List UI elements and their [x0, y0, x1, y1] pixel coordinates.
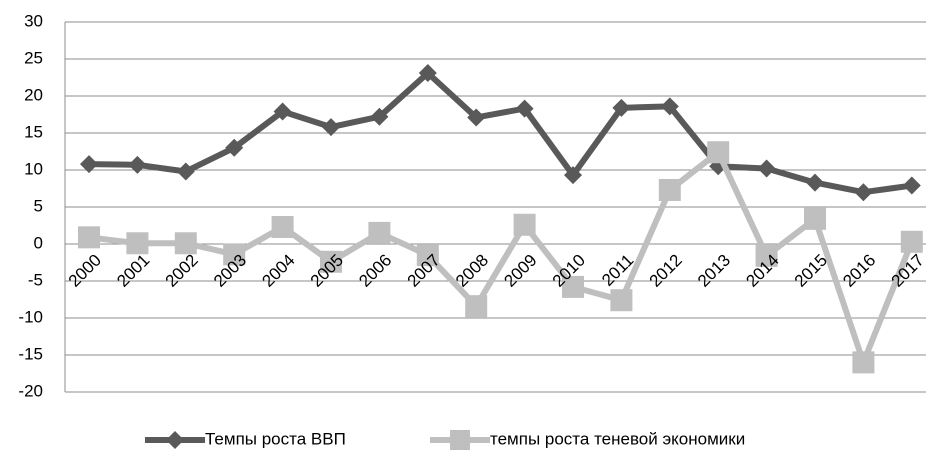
marker — [368, 221, 391, 244]
marker — [78, 226, 100, 249]
y-tick-label: 10 — [24, 159, 43, 178]
y-tick-label: 20 — [24, 85, 43, 104]
y-tick-label: -5 — [28, 270, 43, 289]
marker — [902, 176, 921, 195]
legend-marker — [450, 430, 470, 450]
series-line — [88, 70, 913, 196]
marker — [852, 351, 875, 374]
legend-label: темпы роста теневой экономики — [490, 429, 745, 448]
y-tick-label: -20 — [18, 381, 43, 400]
marker — [610, 289, 633, 312]
legend-marker — [166, 431, 184, 449]
series-line — [88, 149, 915, 366]
y-tick-label: 30 — [24, 11, 43, 30]
marker — [225, 138, 244, 157]
marker — [707, 141, 730, 164]
marker — [757, 159, 776, 178]
marker — [854, 183, 873, 202]
y-tick-label: 15 — [24, 122, 43, 141]
plot — [78, 64, 923, 374]
marker — [465, 295, 488, 318]
x-tick-label: 2002 — [162, 251, 202, 291]
marker — [370, 107, 389, 126]
marker — [416, 244, 439, 267]
marker — [467, 108, 486, 127]
marker — [660, 97, 679, 116]
marker — [513, 213, 536, 236]
x-tick-label: 2016 — [839, 251, 879, 291]
marker — [806, 173, 824, 192]
y-tick-label: 0 — [34, 233, 43, 252]
x-tick-label: 2006 — [355, 251, 395, 291]
x-tick-label: 2001 — [113, 251, 153, 291]
x-tick-label: 2017 — [888, 251, 928, 291]
x-tick-label: 2000 — [65, 251, 105, 291]
marker — [755, 244, 778, 267]
marker — [562, 275, 584, 298]
marker — [322, 118, 340, 137]
y-tick-label: -10 — [18, 307, 43, 326]
x-tick-label: 2004 — [258, 251, 298, 291]
y-tick-label: 25 — [24, 48, 43, 67]
marker — [174, 232, 197, 255]
x-tick-label: 2012 — [646, 251, 686, 291]
marker — [271, 215, 294, 238]
x-tick-label: 2013 — [694, 251, 734, 291]
marker — [273, 102, 292, 121]
marker — [564, 166, 582, 185]
marker — [612, 98, 631, 117]
marker — [900, 230, 923, 253]
marker — [658, 178, 681, 201]
marker — [804, 207, 826, 230]
y-tick-label: -15 — [18, 344, 43, 363]
marker — [128, 155, 147, 174]
marker — [176, 162, 195, 181]
legend-label: Темпы роста ВВП — [205, 429, 346, 448]
y-tick-label: 5 — [34, 196, 43, 215]
marker — [80, 155, 98, 174]
marker — [418, 64, 437, 83]
marker — [515, 99, 534, 118]
marker — [320, 250, 342, 273]
marker — [126, 232, 149, 255]
marker — [223, 243, 246, 266]
